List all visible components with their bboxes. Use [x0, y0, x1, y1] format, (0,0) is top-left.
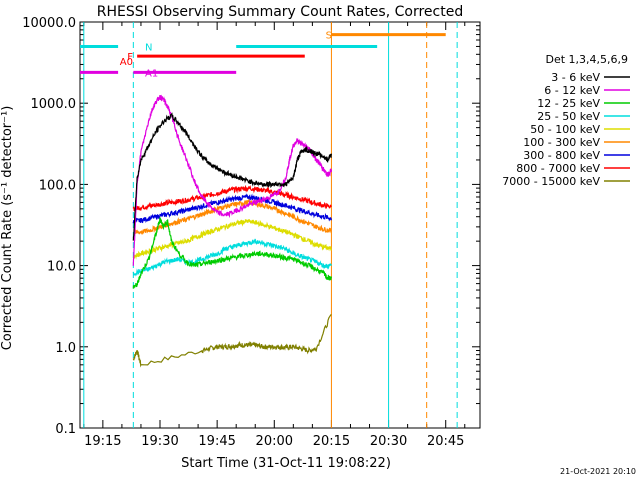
- mode-label-a1: A1: [145, 68, 158, 79]
- x-tick-label: 20:45: [427, 434, 464, 449]
- mode-label-f: F: [127, 52, 133, 63]
- plot-frame: [79, 21, 481, 429]
- y-axis-label: Corrected Count Rate (s⁻¹ detector⁻¹): [0, 106, 15, 351]
- legend-label: 800 - 7000 keV: [516, 162, 600, 175]
- legend-label: 3 - 6 keV: [551, 71, 600, 84]
- x-tick-label: 20:00: [256, 434, 293, 449]
- y-tick-label: 10000.0: [22, 16, 76, 31]
- legend-label: 6 - 12 keV: [544, 84, 600, 97]
- legend-title: Det 1,3,4,5,6,9: [545, 53, 628, 66]
- series-line: [132, 184, 332, 212]
- series-line: [132, 112, 332, 241]
- x-tick-label: 19:15: [84, 434, 121, 449]
- legend-label: 12 - 25 keV: [537, 97, 600, 110]
- date-stamp: 21-Oct-2021 20:10: [560, 467, 636, 476]
- series-line: [132, 94, 332, 266]
- legend-label: 100 - 300 keV: [523, 136, 600, 149]
- legend-label: 50 - 100 keV: [530, 123, 600, 136]
- legend-label: 25 - 50 keV: [537, 110, 600, 123]
- mode-label-s: S: [326, 31, 332, 42]
- y-tick-label: 1.0: [55, 341, 76, 356]
- series-line: [132, 314, 332, 368]
- legend-label: 300 - 800 keV: [523, 149, 600, 162]
- x-tick-label: 19:45: [198, 434, 235, 449]
- x-tick-label: 19:30: [141, 434, 178, 449]
- series-line: [132, 219, 332, 260]
- legend-label: 7000 - 15000 keV: [502, 175, 600, 188]
- series-line: [132, 238, 332, 277]
- x-axis-label: Start Time (31-Oct-11 19:08:22): [181, 456, 391, 471]
- y-tick-label: 0.1: [55, 422, 76, 437]
- y-tick-label: 10.0: [47, 260, 76, 275]
- mode-label-a0: A0: [120, 57, 133, 68]
- mode-label-n: N: [145, 42, 152, 53]
- x-tick-label: 20:30: [370, 434, 407, 449]
- series-line: [132, 216, 332, 289]
- plot-area: 10000.0 1000.0 100.0 10.0 1.0 0.1 19:15 19:30 19…: [22, 16, 481, 449]
- chart-title: RHESSI Observing Summary Count Rates, Co…: [97, 4, 463, 20]
- y-tick-label: 100.0: [39, 178, 76, 193]
- x-tick-label: 20:15: [313, 434, 350, 449]
- series-line: [132, 193, 332, 226]
- y-tick-label: 1000.0: [31, 97, 77, 112]
